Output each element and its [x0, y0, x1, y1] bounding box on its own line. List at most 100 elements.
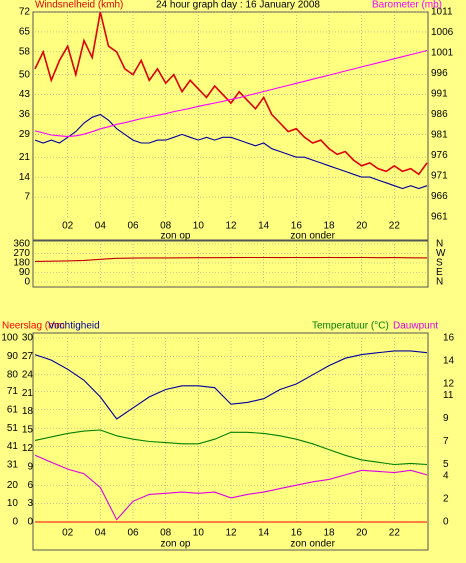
y-tick-label: 7 [24, 192, 30, 203]
annotation: zon op [160, 231, 190, 242]
x-tick-label: 18 [323, 221, 335, 232]
y3-tick-label: 30 [22, 333, 34, 344]
y3-tick-label: 12 [22, 443, 34, 454]
y3-tick-label: 21 [22, 388, 34, 399]
x-tick-label: 04 [95, 528, 107, 539]
y-tick-label: 180 [13, 258, 30, 269]
chart-title: 24 hour graph day : 16 January 2008 [156, 0, 320, 11]
y3-tick-label: 24 [22, 369, 34, 380]
y2-tick-label: N [436, 239, 443, 250]
series-line [34, 11, 428, 176]
y3-tick-label: 15 [22, 425, 34, 436]
y-tick-label: 71 [7, 386, 19, 397]
y2-tick-label: 1011 [431, 7, 453, 18]
x-tick-label: 06 [127, 221, 139, 232]
y2-tick-label: 2 [443, 494, 449, 505]
x-tick-label: 02 [62, 528, 74, 539]
y2-tick-label: 966 [431, 191, 448, 202]
y3-tick-label: 0 [27, 517, 33, 528]
y2-tick-label: S [436, 258, 443, 269]
y2-tick-label: 981 [431, 130, 448, 141]
y2-tick-label: N [436, 277, 443, 288]
legend-label: Temperatuur (°C) [312, 321, 389, 332]
y-tick-label: 36 [19, 109, 31, 120]
y2-tick-label: 976 [431, 150, 448, 161]
x-tick-label: 22 [389, 221, 401, 232]
y2-tick-label: 9 [443, 413, 449, 424]
y2-tick-label: 14 [443, 356, 455, 367]
x-tick-label: 12 [225, 221, 237, 232]
x-tick-label: 20 [356, 221, 368, 232]
y3-tick-label: 6 [27, 480, 33, 491]
y-tick-label: 360 [13, 239, 30, 250]
y-tick-label: 270 [13, 248, 30, 259]
y3-tick-label: 27 [22, 351, 34, 362]
series-line [34, 454, 428, 521]
y-tick-label: 51 [7, 423, 19, 434]
y-tick-label: 90 [7, 351, 19, 362]
y2-tick-label: 971 [431, 171, 448, 182]
x-tick-label: 18 [323, 528, 335, 539]
x-tick-label: 20 [356, 528, 368, 539]
y2-tick-label: 1006 [431, 27, 454, 38]
y-tick-label: 20 [7, 480, 19, 491]
series-line [34, 350, 428, 420]
y-tick-label: 100 [1, 333, 18, 344]
y2-tick-label: 11 [443, 390, 454, 401]
y-tick-label: 90 [19, 267, 31, 278]
x-tick-label: 14 [258, 528, 270, 539]
y-tick-label: 14 [19, 172, 31, 183]
y2-tick-label: W [436, 248, 446, 259]
y-tick-label: 21 [19, 152, 31, 163]
y-tick-label: 58 [19, 47, 31, 58]
x-tick-label: 04 [95, 221, 107, 232]
x-tick-label: 02 [62, 221, 74, 232]
annotation: zon onder [290, 539, 335, 550]
legend-label: Windsnelheid (kmh) [35, 0, 123, 11]
y2-tick-label: 16 [443, 333, 455, 344]
y-tick-label: 41 [7, 441, 19, 452]
y-tick-label: 31 [7, 460, 19, 471]
x-tick-label: 22 [389, 528, 401, 539]
y-tick-label: 50 [19, 69, 31, 80]
y2-tick-label: 986 [431, 109, 448, 120]
y-tick-label: 0 [12, 517, 18, 528]
y-tick-label: 0 [24, 277, 30, 288]
y3-tick-label: 18 [22, 406, 34, 417]
y-tick-label: 72 [19, 7, 31, 18]
y-tick-label: 65 [19, 27, 31, 38]
plot-area [32, 240, 429, 288]
y3-tick-label: 3 [27, 498, 33, 509]
y3-tick-label: 9 [27, 461, 33, 472]
x-tick-label: 06 [127, 528, 139, 539]
y-tick-label: 80 [7, 369, 19, 380]
x-tick-label: 12 [225, 528, 237, 539]
legend-label: Dauwpunt [393, 321, 438, 332]
legend-label: Vochtigheid [48, 321, 100, 332]
y-tick-label: 43 [19, 89, 31, 100]
y-tick-label: 29 [19, 129, 31, 140]
x-tick-label: 08 [160, 221, 172, 232]
y2-tick-label: E [436, 267, 443, 278]
series-line [34, 49, 428, 138]
y-tick-label: 10 [7, 498, 19, 509]
plot-area [32, 11, 429, 241]
y-tick-label: 61 [7, 404, 19, 415]
x-tick-label: 14 [258, 221, 270, 232]
legend-label: Barometer (mb) [372, 0, 442, 11]
y2-tick-label: 961 [431, 212, 448, 223]
y2-tick-label: 12 [443, 379, 455, 390]
y2-tick-label: 4 [443, 471, 449, 482]
annotation: zon onder [290, 231, 335, 242]
y2-tick-label: 5 [443, 459, 449, 470]
y2-tick-label: 0 [443, 517, 449, 528]
x-tick-label: 08 [160, 528, 172, 539]
series-line [34, 113, 428, 190]
plot-area [32, 332, 429, 551]
series-line [34, 256, 428, 262]
x-tick-label: 10 [193, 221, 205, 232]
x-tick-label: 16 [291, 528, 303, 539]
y2-tick-label: 996 [431, 68, 448, 79]
y2-tick-label: 1001 [431, 48, 454, 59]
